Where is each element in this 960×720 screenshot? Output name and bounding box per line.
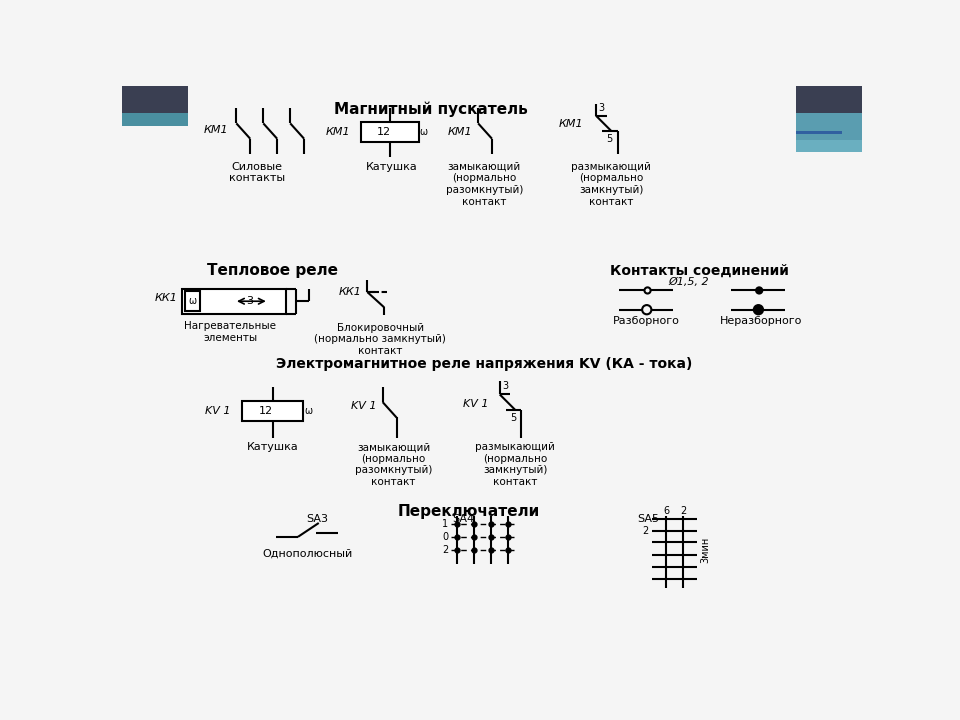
Text: Однополюсный: Однополюсный <box>262 549 352 559</box>
Text: Магнитный пускатель: Магнитный пускатель <box>333 102 527 117</box>
Bar <box>796 86 861 113</box>
Text: КК1: КК1 <box>155 293 178 303</box>
Text: КМ1: КМ1 <box>558 119 583 129</box>
Bar <box>123 113 188 127</box>
Circle shape <box>754 305 763 315</box>
Text: 2: 2 <box>642 526 648 536</box>
Text: KV 1: KV 1 <box>204 406 230 416</box>
Text: Силовые
контакты: Силовые контакты <box>229 162 285 184</box>
Text: ω: ω <box>188 296 197 306</box>
Text: 3: 3 <box>598 102 605 112</box>
Text: Электромагнитное реле напряжения KV (КА - тока): Электромагнитное реле напряжения KV (КА … <box>276 357 692 372</box>
Text: Катушка: Катушка <box>247 442 299 452</box>
Bar <box>796 131 842 134</box>
Text: КМ1: КМ1 <box>448 127 472 137</box>
Text: 2: 2 <box>680 506 686 516</box>
Text: Тепловое реле: Тепловое реле <box>207 264 338 279</box>
Text: 0: 0 <box>442 532 448 542</box>
Bar <box>796 140 861 152</box>
Text: 3: 3 <box>246 296 252 306</box>
Text: 1: 1 <box>442 518 448 528</box>
Text: КМ1: КМ1 <box>325 127 350 137</box>
Text: замыкающий
(нормально
разомкнутый)
контакт: замыкающий (нормально разомкнутый) конта… <box>445 162 523 207</box>
Text: размыкающий
(нормально
замкнутый)
контакт: размыкающий (нормально замкнутый) контак… <box>475 442 555 487</box>
Text: 2: 2 <box>442 545 448 555</box>
Text: Контакты соединений: Контакты соединений <box>611 264 789 277</box>
Text: 12: 12 <box>376 127 391 137</box>
Text: Неразборного: Неразборного <box>720 316 803 326</box>
Text: КМ1: КМ1 <box>204 125 228 135</box>
Text: Блокировочный
(нормально замкнутый)
контакт: Блокировочный (нормально замкнутый) конт… <box>315 323 446 356</box>
Text: KV 1: KV 1 <box>463 399 488 409</box>
Text: 3мин: 3мин <box>700 537 709 563</box>
Text: Катушка: Катушка <box>366 162 418 172</box>
Text: 5: 5 <box>511 413 516 423</box>
Text: замыкающий
(нормально
разомкнутый)
контакт: замыкающий (нормально разомкнутый) конта… <box>355 442 432 487</box>
Bar <box>182 289 286 313</box>
Text: Нагревательные
элементы: Нагревательные элементы <box>184 321 276 343</box>
Bar <box>796 113 861 140</box>
Text: Переключатели: Переключатели <box>397 504 540 518</box>
Text: 6: 6 <box>663 506 669 516</box>
Text: 5: 5 <box>607 134 612 144</box>
Bar <box>123 86 188 113</box>
Bar <box>361 122 419 142</box>
Text: ω: ω <box>420 127 428 137</box>
Bar <box>184 291 201 311</box>
Text: SA5: SA5 <box>636 514 659 523</box>
Text: 12: 12 <box>259 406 274 416</box>
Text: SA3: SA3 <box>306 514 328 523</box>
Text: ω: ω <box>304 406 312 416</box>
Text: SA4: SA4 <box>452 514 474 523</box>
Text: Ø1,5, 2: Ø1,5, 2 <box>668 276 708 287</box>
Text: KV 1: KV 1 <box>351 401 376 411</box>
Text: 3: 3 <box>502 382 508 391</box>
Bar <box>242 401 303 421</box>
Text: КК1: КК1 <box>338 287 361 297</box>
Circle shape <box>756 287 762 294</box>
Text: Разборного: Разборного <box>612 316 680 326</box>
Text: размыкающий
(нормально
замкнутый)
контакт: размыкающий (нормально замкнутый) контак… <box>571 162 651 207</box>
